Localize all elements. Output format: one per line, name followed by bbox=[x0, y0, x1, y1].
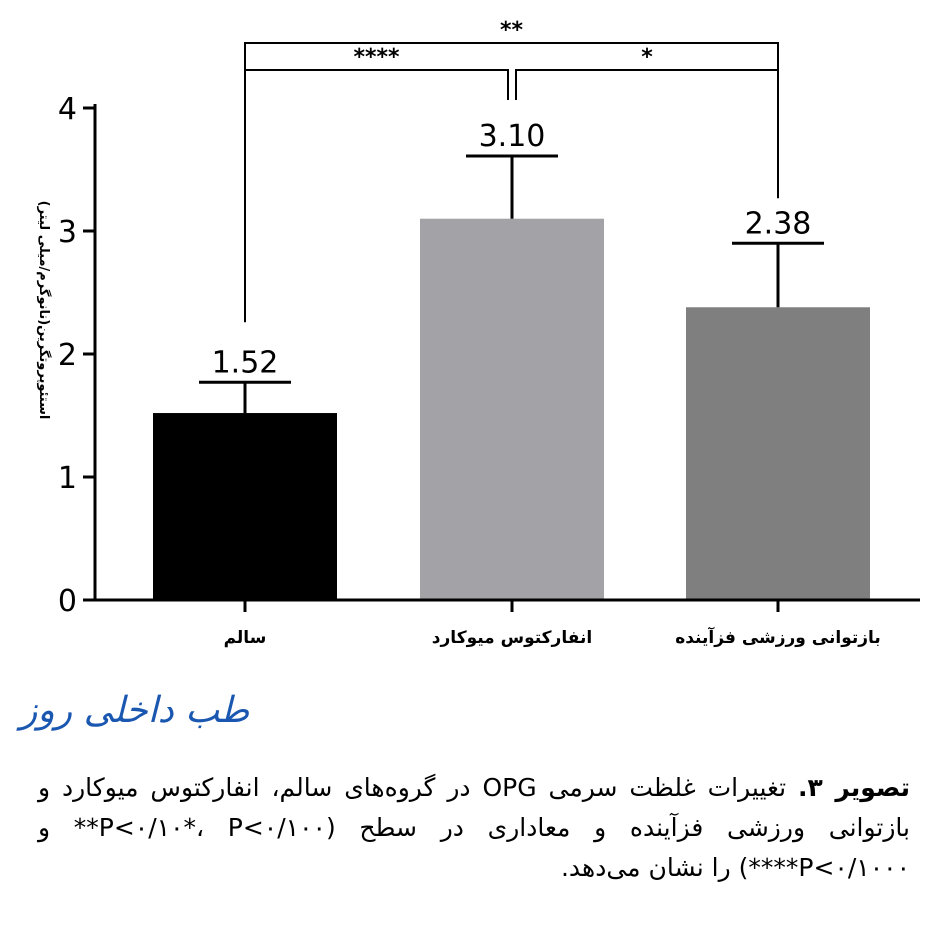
y-tick-label: 2 bbox=[58, 338, 77, 373]
significance-label: * bbox=[641, 45, 653, 70]
bar-chart: 1.52 3.10 2.38 0 1 2 3 4 سالم انفارکتوس میوکارد ب… bbox=[36, 18, 920, 648]
caption-text: تغییرات غلظت سرمی OPG در گروه‌های سالم، … bbox=[38, 773, 910, 882]
bar bbox=[153, 413, 337, 600]
y-tick-label: 4 bbox=[58, 92, 77, 127]
data-label: 2.38 bbox=[745, 206, 812, 241]
x-tick-label: بازتوانی ورزشی فزآینده bbox=[675, 626, 881, 648]
x-tick-label: انفارکتوس میوکارد bbox=[432, 628, 592, 648]
y-axis-label: استئوپروتگرین(نانوگرم/میلی لیتر) bbox=[36, 201, 52, 420]
data-label: 3.10 bbox=[479, 119, 546, 154]
x-tick-label: سالم bbox=[224, 628, 267, 648]
caption-label: تصویر ۳. bbox=[797, 773, 910, 802]
y-tick-label: 0 bbox=[58, 584, 77, 619]
bar bbox=[686, 307, 870, 600]
significance-label: **** bbox=[353, 45, 400, 70]
journal-logo-text: طب داخلی روز bbox=[20, 690, 250, 731]
significance-bracket bbox=[245, 69, 509, 100]
y-tick-label: 3 bbox=[58, 215, 77, 250]
significance-bracket bbox=[515, 69, 779, 199]
significance-bracket bbox=[244, 42, 779, 323]
data-label: 1.52 bbox=[212, 345, 279, 380]
figure-caption: تصویر ۳. تغییرات غلظت سرمی OPG در گروه‌ه… bbox=[38, 768, 910, 888]
y-tick-label: 1 bbox=[58, 461, 77, 496]
significance-label: ** bbox=[500, 18, 524, 43]
bar bbox=[420, 218, 604, 600]
